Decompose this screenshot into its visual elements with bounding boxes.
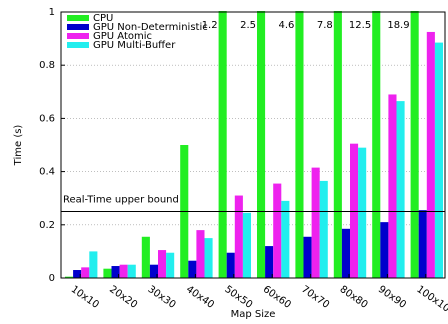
bar bbox=[234, 195, 243, 278]
y-tick-label: 0.8 bbox=[39, 60, 55, 71]
bar bbox=[89, 251, 98, 278]
bar bbox=[127, 264, 136, 278]
x-tick-label: 50x50 bbox=[222, 284, 254, 311]
bar bbox=[396, 101, 405, 278]
bar bbox=[242, 212, 251, 278]
bar bbox=[358, 147, 367, 278]
bar bbox=[103, 268, 112, 278]
x-tick-label: 70x70 bbox=[299, 284, 331, 311]
x-tick-label: 100x100 bbox=[414, 284, 448, 318]
bar bbox=[226, 252, 235, 278]
bar bbox=[311, 167, 320, 278]
bar bbox=[141, 236, 150, 278]
bar bbox=[380, 222, 389, 278]
bar bbox=[319, 180, 328, 278]
y-tick-label: 0.6 bbox=[39, 113, 55, 124]
bar bbox=[81, 267, 90, 278]
bar bbox=[333, 11, 342, 278]
bar bbox=[418, 210, 427, 278]
clipped-value-label: 4.6 bbox=[278, 20, 294, 31]
legend-label: GPU Non-Deterministic bbox=[93, 22, 208, 33]
bar bbox=[265, 246, 274, 278]
bar bbox=[111, 266, 120, 278]
legend-label: CPU bbox=[93, 13, 113, 24]
x-axis-label: Map Size bbox=[231, 309, 276, 320]
bar bbox=[119, 264, 128, 278]
bar bbox=[434, 42, 443, 279]
bar bbox=[204, 238, 213, 278]
x-tick-label: 90x90 bbox=[376, 284, 408, 311]
bar bbox=[196, 230, 205, 278]
bar bbox=[166, 252, 175, 278]
legend-swatch bbox=[67, 15, 89, 21]
bar bbox=[188, 260, 197, 278]
bar bbox=[149, 264, 158, 278]
bar bbox=[388, 94, 397, 279]
clipped-value-label: 18.9 bbox=[387, 20, 409, 31]
bar bbox=[281, 200, 290, 278]
bar bbox=[426, 31, 435, 279]
bar bbox=[372, 11, 381, 278]
x-tick-label: 40x40 bbox=[184, 284, 216, 311]
bar bbox=[341, 228, 350, 278]
reference-line-label: Real-Time upper bound bbox=[63, 195, 179, 206]
y-tick-label: 0.2 bbox=[39, 220, 55, 231]
clipped-value-label: 12.5 bbox=[349, 20, 371, 31]
bar bbox=[410, 11, 419, 278]
bar bbox=[350, 143, 359, 278]
legend-label: GPU Multi-Buffer bbox=[93, 40, 176, 51]
y-axis-label: Time (s) bbox=[13, 125, 24, 167]
y-tick-label: 1 bbox=[49, 7, 55, 18]
bar bbox=[295, 11, 304, 278]
bar bbox=[257, 11, 266, 278]
x-tick-label: 10x10 bbox=[69, 284, 101, 311]
y-tick-label: 0 bbox=[49, 273, 55, 284]
bar bbox=[73, 270, 82, 278]
clipped-value-label: 2.5 bbox=[240, 20, 256, 31]
x-tick-label: 60x60 bbox=[261, 284, 293, 311]
clipped-value-label: 7.8 bbox=[317, 20, 333, 31]
legend-swatch bbox=[67, 42, 89, 48]
legend-swatch bbox=[67, 33, 89, 39]
bar bbox=[218, 11, 227, 279]
legend-swatch bbox=[67, 24, 89, 30]
x-tick-label: 30x30 bbox=[146, 284, 178, 311]
bar bbox=[158, 250, 167, 278]
y-tick-label: 0.4 bbox=[39, 167, 55, 178]
clipped-value-label: 1.2 bbox=[202, 20, 218, 31]
bar bbox=[303, 236, 312, 278]
plot-frame bbox=[60, 11, 446, 279]
x-tick-label: 20x20 bbox=[107, 284, 139, 311]
legend-label: GPU Atomic bbox=[93, 31, 152, 42]
bar bbox=[65, 276, 74, 278]
x-tick-label: 80x80 bbox=[338, 284, 370, 311]
bar bbox=[273, 183, 282, 278]
